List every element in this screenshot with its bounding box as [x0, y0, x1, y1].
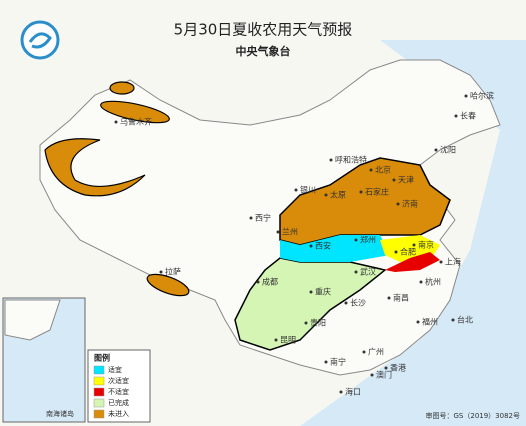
region-not-entered-altai	[109, 81, 135, 95]
city-label: 南京	[418, 240, 434, 250]
city-dot	[369, 168, 373, 172]
city-dot	[412, 243, 416, 247]
city-dot	[454, 114, 458, 118]
city-label: 杭州	[425, 277, 441, 287]
legend-label: 已完成	[108, 398, 129, 407]
city-dot	[392, 178, 396, 182]
inset-label: 南海诸岛	[46, 409, 74, 418]
city-label: 香港	[390, 363, 406, 373]
inset-land	[4, 299, 61, 341]
city-dot	[419, 280, 423, 284]
city-label: 拉萨	[165, 267, 181, 277]
city-dot	[324, 360, 328, 364]
city-dot	[394, 250, 398, 254]
city-label: 成都	[262, 277, 278, 287]
logo	[20, 20, 60, 60]
city-dot	[339, 390, 343, 394]
city-dot	[370, 373, 374, 377]
city-label: 天津	[398, 175, 414, 185]
city-label: 兰州	[282, 227, 298, 237]
city-label: 海口	[345, 387, 361, 397]
sea	[300, 40, 526, 426]
city-dot	[396, 202, 400, 206]
logo-mark	[28, 32, 52, 49]
city-label: 上海	[445, 257, 461, 267]
city-label: 石家庄	[365, 187, 389, 197]
city-label: 合肥	[400, 247, 416, 257]
city-label: 济南	[402, 199, 418, 209]
city-dot	[159, 270, 163, 274]
city-label: 长春	[460, 111, 476, 121]
city-dot	[256, 280, 260, 284]
city-dot	[416, 320, 420, 324]
city-label: 西安	[315, 241, 331, 251]
legend-swatch	[93, 365, 105, 375]
city-dot	[114, 120, 118, 124]
city-label: 太原	[330, 190, 346, 200]
city-dot	[276, 230, 280, 234]
city-label: 乌鲁木齐	[120, 117, 152, 127]
city-dot	[439, 260, 443, 264]
legend-title: 图例	[94, 353, 110, 363]
legend-label: 不适宜	[108, 387, 129, 396]
city-dot	[384, 366, 388, 370]
region-not-entered-tianshan	[100, 100, 170, 124]
region-not-entered-xj	[44, 138, 146, 197]
city-dot	[359, 190, 363, 194]
city-label: 南昌	[393, 293, 409, 303]
city-dot	[329, 158, 333, 162]
city-label: 贵阳	[310, 318, 326, 328]
title: 5月30日夏收农用天气预报	[174, 21, 353, 39]
city-label: 郑州	[360, 235, 376, 245]
city-dot	[304, 321, 308, 325]
city-dot	[294, 188, 298, 192]
legend-swatch	[93, 398, 105, 408]
city-label: 武汉	[360, 267, 376, 277]
region-suitable	[280, 235, 390, 262]
approval-number: 审图号：GS（2019）3082号	[426, 411, 521, 420]
city-dot	[344, 301, 348, 305]
city-dot	[249, 216, 253, 220]
city-dot	[324, 193, 328, 197]
city-label: 呼和浩特	[335, 155, 367, 165]
city-dot	[451, 318, 455, 322]
city-label: 银川	[300, 185, 316, 195]
city-dot	[309, 290, 313, 294]
legend-label: 未进入	[108, 409, 129, 418]
region-not-entered-tibet	[146, 273, 190, 297]
city-label: 沈阳	[440, 145, 456, 155]
city-dot	[464, 94, 468, 98]
city-dot	[387, 296, 391, 300]
city-label: 长沙	[350, 298, 366, 308]
legend-swatch	[93, 409, 105, 419]
city-dot	[309, 244, 313, 248]
city-dot	[434, 148, 438, 152]
city-label: 广州	[368, 347, 384, 357]
china-outline	[39, 59, 501, 376]
city-dot	[362, 350, 366, 354]
city-dot	[354, 270, 358, 274]
city-dot	[354, 238, 358, 242]
city-label: 西宁	[255, 213, 271, 223]
city-dot	[274, 338, 278, 342]
city-label: 福州	[422, 318, 438, 327]
region-unsuitable	[385, 252, 440, 272]
legend-swatch	[93, 376, 105, 386]
legend-label: 适宜	[108, 365, 122, 374]
city-label: 重庆	[315, 287, 331, 297]
legend-swatch	[93, 387, 105, 397]
city-label: 澳门	[376, 370, 392, 380]
subtitle: 中央气象台	[236, 44, 291, 58]
legend-label: 次适宜	[108, 376, 129, 385]
city-label: 昆明	[280, 336, 296, 345]
city-label: 台北	[457, 315, 473, 325]
city-label: 哈尔滨	[470, 91, 494, 101]
city-label: 北京	[375, 165, 391, 175]
city-label: 南宁	[330, 357, 346, 367]
